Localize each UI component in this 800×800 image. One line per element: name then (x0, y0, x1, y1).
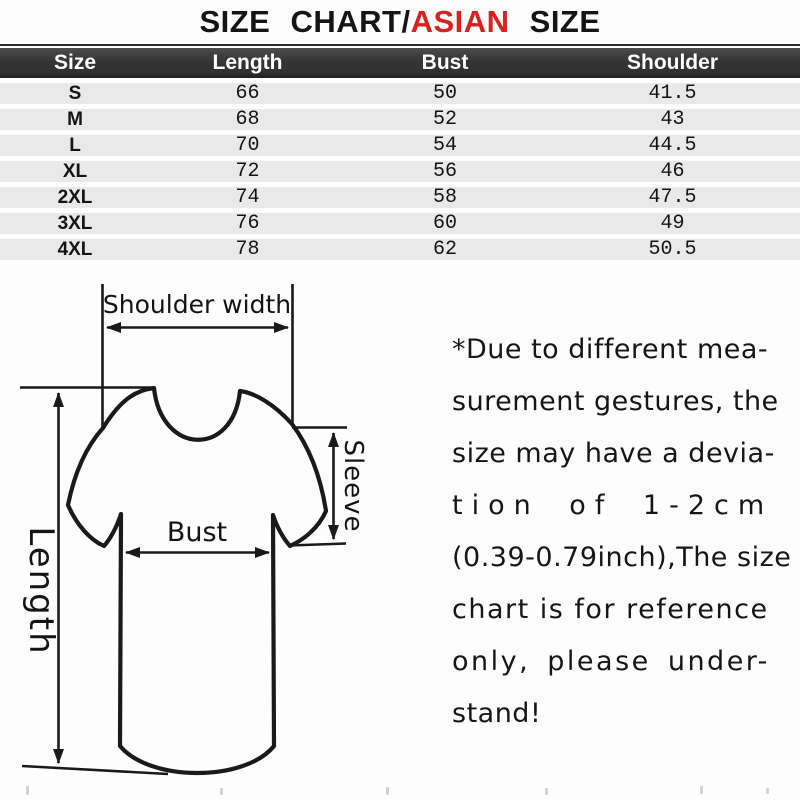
measurement-cell: 68 (235, 108, 260, 131)
measurement-cell: 72 (235, 160, 260, 183)
size-cell: 2XL (57, 186, 93, 208)
col-header-bust: Bust (421, 51, 469, 74)
note-line: size may have a devia- (452, 438, 775, 469)
measurement-cell: 58 (432, 186, 457, 209)
title-part1: SIZE CHART/ (199, 3, 411, 39)
col-header-size: Size (53, 51, 97, 74)
measurement-cell: 56 (432, 160, 457, 183)
size-cell: M (67, 108, 83, 130)
size-cell: 4XL (57, 238, 93, 260)
measurement-cell: 60 (432, 212, 457, 235)
table-row: M 68 52 43 (0, 108, 800, 131)
table-row: L 70 54 44.5 (0, 134, 800, 157)
table-row: 2XL 74 58 47.5 (0, 186, 800, 209)
length-label: Length (21, 526, 61, 655)
measurement-cell: 44.5 (648, 134, 697, 157)
measurement-cell: 52 (432, 108, 457, 131)
measurement-cell: 74 (235, 186, 260, 209)
note-line: tion of 1-2cm (452, 490, 774, 521)
note-line: chart is for reference (452, 594, 769, 625)
tshirt-outline (65, 385, 329, 776)
measurement-cell: 76 (235, 212, 260, 235)
cropped-glyph-tick (766, 788, 769, 794)
size-table: Size Length Bust Shoulder S 66 50 41.5 M 68 52… (0, 44, 800, 261)
table-top-rule (0, 44, 800, 46)
table-row: S 66 50 41.5 (0, 82, 800, 105)
bust-label: Bust (167, 517, 227, 548)
length-bottom-line (21, 764, 169, 776)
shoulder-width-label: Shoulder width (103, 290, 291, 319)
sleeve-bottom-line (288, 542, 347, 547)
col-header-length: Length (212, 51, 283, 74)
table-row: XL 72 56 46 (0, 160, 800, 183)
measurement-cell: 41.5 (648, 82, 697, 105)
note-line: (0.39-0.79inch),The size (452, 542, 792, 573)
page-title: SIZE CHART/ASIAN SIZE (0, 0, 800, 43)
measurement-cell: 43 (660, 108, 685, 131)
note-line: surement gestures, the (452, 386, 779, 417)
cropped-glyph-tick (26, 786, 29, 795)
table-row: 3XL 76 60 49 (0, 212, 800, 235)
size-cell: L (69, 134, 81, 156)
cropped-glyph-tick (386, 787, 389, 795)
note-line: *Due to different mea- (452, 334, 769, 365)
measurement-cell: 50.5 (648, 238, 697, 261)
title-part2: SIZE (509, 3, 601, 39)
table-row: 4XL 78 62 50.5 (0, 238, 800, 261)
measurement-cell: 49 (660, 212, 685, 235)
measurement-cell: 70 (235, 134, 260, 157)
cropped-glyph-tick (220, 788, 223, 795)
size-cell: 3XL (57, 212, 93, 234)
size-cell: S (68, 82, 82, 104)
measurement-cell: 54 (432, 134, 457, 157)
measurement-cell: 46 (660, 160, 685, 183)
measurement-cell: 78 (235, 238, 260, 261)
size-cell: XL (62, 160, 88, 182)
note-line: stand! (452, 698, 542, 729)
table-header-row: Size Length Bust Shoulder (0, 48, 800, 78)
deviation-note: *Due to different mea-surement gestures,… (452, 324, 800, 740)
col-header-shoulder: Shoulder (626, 51, 718, 74)
measurement-cell: 66 (235, 82, 260, 105)
cropped-glyph-tick (700, 786, 703, 794)
tshirt-diagram: Shoulder width Length Sleeve Bust (20, 284, 368, 776)
title-highlight: ASIAN (410, 3, 510, 39)
cropped-glyph-tick (545, 788, 548, 795)
measurement-cell: 50 (432, 82, 457, 105)
measurement-cell: 47.5 (648, 186, 697, 209)
note-line: only, please under- (452, 646, 770, 677)
sleeve-label: Sleeve (338, 439, 368, 532)
measurement-cell: 62 (432, 238, 457, 261)
table-body: S 66 50 41.5 M 68 52 43 L 70 54 44.5 XL 72 56 46 2XL 74 58… (0, 82, 800, 261)
